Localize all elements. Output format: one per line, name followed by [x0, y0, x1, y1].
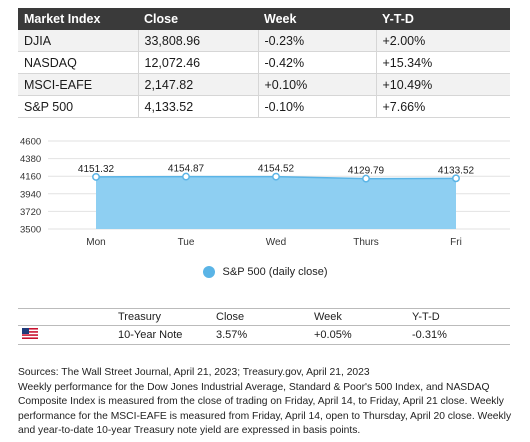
header-treasury: Treasury	[114, 308, 212, 326]
treasury-table: Treasury Close Week Y-T-D 10-Year Note 3…	[18, 308, 510, 345]
treasury-ytd: -0.31%	[408, 325, 510, 345]
y-tick-label: 4600	[20, 137, 41, 148]
data-point	[452, 174, 460, 183]
x-tick-label: Tue	[178, 237, 195, 248]
index-close: 4,133.52	[138, 95, 259, 118]
market-index-table: Market Index Close Week Y-T-D DJIA 33,80…	[18, 8, 510, 118]
treasury-name: 10-Year Note	[114, 325, 212, 345]
data-label: 4154.52	[258, 164, 295, 175]
y-tick-label: 3500	[20, 225, 41, 236]
index-name: MSCI-EAFE	[18, 73, 139, 96]
header-close: Close	[138, 8, 258, 30]
index-week: -0.10%	[258, 95, 377, 118]
sources-line: Sources: The Wall Street Journal, April …	[18, 367, 370, 378]
data-label: 4151.32	[78, 164, 115, 175]
x-axis-ticks: Mon Tue Wed Thurs Fri	[86, 237, 462, 248]
x-tick-label: Fri	[450, 237, 462, 248]
x-tick-label: Thurs	[353, 237, 379, 248]
chart-legend: S&P 500 (daily close)	[0, 266, 530, 278]
index-ytd: +10.49%	[376, 73, 510, 96]
header-close: Close	[212, 308, 310, 326]
legend-swatch	[202, 266, 215, 278]
index-ytd: +15.34%	[376, 51, 510, 74]
index-close: 33,808.96	[138, 30, 259, 52]
y-axis-ticks: 4600 4380 4160 3940 3720 3500	[20, 137, 41, 236]
chart-points	[92, 172, 460, 183]
data-point	[362, 174, 370, 183]
table-row: 10-Year Note 3.57% +0.05% -0.31%	[18, 325, 510, 345]
sources-note: Sources: The Wall Street Journal, April …	[18, 366, 516, 439]
legend-label: S&P 500 (daily close)	[222, 266, 328, 278]
chart-area-layer	[95, 175, 457, 229]
x-tick-label: Mon	[86, 237, 105, 248]
data-point	[92, 172, 100, 181]
index-ytd: +2.00%	[376, 30, 510, 52]
area-fill	[96, 176, 456, 229]
header-ytd: Y-T-D	[408, 308, 510, 326]
y-tick-label: 3720	[20, 207, 41, 218]
chart-data-labels: 4151.32 4154.87 4154.52 4129.79 4133.52	[78, 164, 475, 177]
y-tick-label: 3940	[20, 189, 41, 200]
market-table-header: Market Index Close Week Y-T-D	[18, 8, 510, 30]
data-point	[272, 172, 280, 181]
us-flag-icon	[22, 328, 38, 339]
data-label: 4154.87	[168, 164, 205, 175]
index-close: 12,072.46	[138, 51, 259, 74]
y-tick-label: 4160	[20, 172, 41, 183]
table-row: S&P 500 4,133.52 -0.10% +7.66%	[18, 95, 510, 118]
header-market-index: Market Index	[18, 8, 138, 30]
data-point	[182, 172, 190, 181]
index-week: +0.10%	[258, 73, 377, 96]
index-name: DJIA	[18, 30, 139, 52]
header-flag	[18, 308, 114, 326]
data-label: 4129.79	[348, 166, 385, 177]
x-tick-label: Wed	[266, 237, 286, 248]
methodology-note: Weekly performance for the Dow Jones Ind…	[18, 381, 512, 437]
table-row: DJIA 33,808.96 -0.23% +2.00%	[18, 30, 510, 52]
treasury-table-header: Treasury Close Week Y-T-D	[18, 308, 510, 326]
index-week: -0.42%	[258, 51, 377, 74]
index-close: 2,147.82	[138, 73, 259, 96]
y-tick-label: 4380	[20, 154, 41, 165]
header-ytd: Y-T-D	[376, 8, 510, 30]
data-label: 4133.52	[438, 165, 475, 176]
index-week: -0.23%	[258, 30, 377, 52]
index-name: S&P 500	[18, 95, 139, 118]
table-row: MSCI-EAFE 2,147.82 +0.10% +10.49%	[18, 73, 510, 96]
index-ytd: +7.66%	[376, 95, 510, 118]
treasury-week: +0.05%	[310, 325, 408, 345]
table-row: NASDAQ 12,072.46 -0.42% +15.34%	[18, 51, 510, 74]
treasury-close: 3.57%	[212, 325, 310, 345]
index-name: NASDAQ	[18, 51, 139, 74]
header-week: Week	[258, 8, 376, 30]
header-week: Week	[310, 308, 408, 326]
